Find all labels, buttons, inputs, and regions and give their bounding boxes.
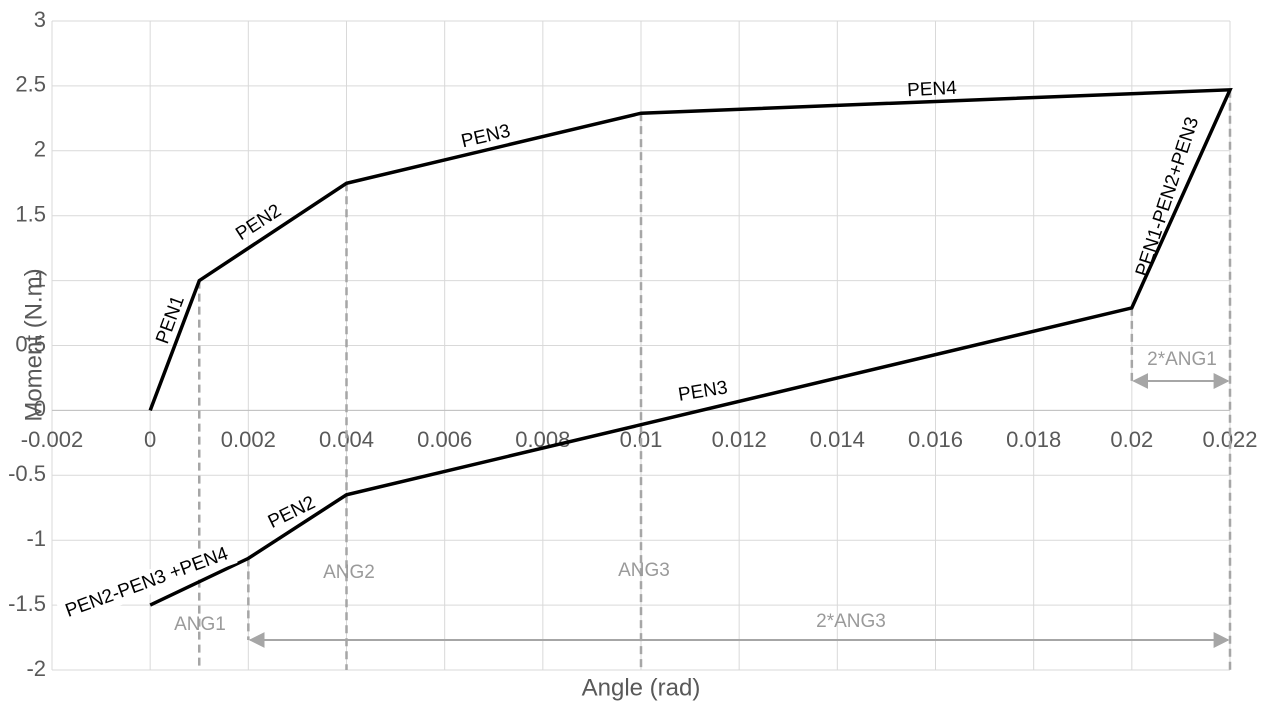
x-tick-label: 0.016 xyxy=(908,427,963,452)
dimension-label: 2*ANG3 xyxy=(816,611,886,632)
y-tick-label: -0.5 xyxy=(8,461,46,486)
line-series xyxy=(148,87,1233,607)
dimension-label: 2*ANG1 xyxy=(1147,349,1217,370)
x-tick-label: 0.02 xyxy=(1110,427,1153,452)
y-tick-label: 0 xyxy=(34,396,46,421)
x-tick-label: 0.012 xyxy=(712,427,767,452)
x-tick-label: 0.018 xyxy=(1006,427,1061,452)
label-background xyxy=(56,540,238,626)
dimension-label: ANG3 xyxy=(618,560,670,581)
y-tick-label: -2 xyxy=(26,656,46,681)
x-tick-label: -0.002 xyxy=(21,427,83,452)
segment-label: PEN1-PEN2+PEN3 xyxy=(1132,115,1203,280)
y-tick-label: 2 xyxy=(34,137,46,162)
segment-label: PEN2 xyxy=(265,492,319,533)
x-tick-label: 0 xyxy=(144,427,156,452)
segment-label: PEN2 xyxy=(232,200,285,245)
y-tick-label: 1.5 xyxy=(15,202,46,227)
x-tick-label: 0.014 xyxy=(810,427,865,452)
y-tick-label: 1 xyxy=(34,266,46,291)
dimension-label: ANG1 xyxy=(174,614,226,635)
y-tick-label: -1.5 xyxy=(8,591,46,616)
y-axis-title: Moment (N.m) xyxy=(20,268,47,421)
x-tick-label: 0.006 xyxy=(417,427,472,452)
x-axis-title: Angle (rad) xyxy=(582,674,701,701)
dimension-label: ANG2 xyxy=(323,562,375,583)
y-tick-label: -1 xyxy=(26,526,46,551)
segment-label: PEN4 xyxy=(907,78,958,102)
y-tick-label: 3 xyxy=(34,7,46,32)
segment-label: PEN2-PEN3 +PEN4 xyxy=(63,543,232,622)
segment-label: PEN3 xyxy=(677,377,729,406)
y-tick-label: 2.5 xyxy=(15,72,46,97)
segment-label: PEN3 xyxy=(459,121,512,153)
y-tick-label: 0.5 xyxy=(15,331,46,356)
x-tick-label: 0.002 xyxy=(221,427,276,452)
